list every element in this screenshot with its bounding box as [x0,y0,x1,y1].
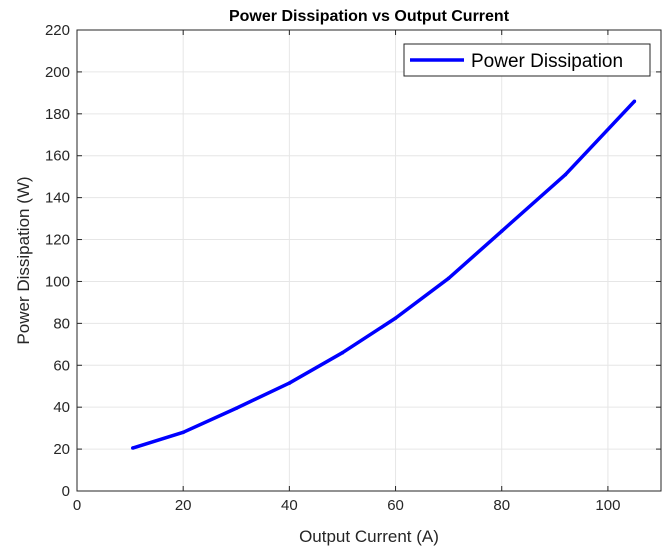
x-tick-label: 60 [387,497,404,514]
data-point [340,350,345,355]
y-tick-label: 180 [45,106,70,123]
y-tick-label: 20 [53,441,70,458]
y-tick-label: 140 [45,190,70,207]
grid [76,29,661,492]
x-tick-label: 20 [175,497,192,514]
y-tick-label: 80 [53,315,70,332]
x-tick-label: 100 [595,497,620,514]
plot-area [77,30,661,491]
data-point [393,316,398,320]
data-point [446,276,451,281]
y-tick-label: 120 [45,232,70,249]
legend-label: Power Dissipation [471,51,623,72]
data-point [563,172,568,177]
series-line-0 [132,100,636,450]
y-tick-label: 220 [45,22,70,39]
x-axis-label: Output Current (A) [299,527,439,546]
y-tick-label: 100 [45,273,70,290]
data-point [234,406,239,410]
y-tick-label: 160 [45,148,70,165]
data-point [181,430,185,435]
y-tick-label: 40 [53,399,70,416]
series-layer [131,99,637,450]
plot-frame [76,29,662,492]
y-tick-label: 0 [62,483,70,500]
y-tick-label: 60 [53,357,70,374]
y-axis-label: Power Dissipation (W) [14,176,33,344]
data-point [131,446,135,450]
y-tick-label: 200 [45,64,70,81]
chart-title: Power Dissipation vs Output Current [229,8,510,25]
x-tick-label: 0 [73,497,81,514]
data-point [287,381,292,385]
tick-labels: 0 20 40 60 80 100 0 20 40 60 80 100 120 140 160 180 200 2… [45,22,620,514]
data-point [632,99,637,103]
legend: Power Dissipation [403,43,651,77]
x-tick-label: 80 [493,497,510,514]
x-tick-label: 40 [281,497,298,514]
data-point [499,229,504,233]
